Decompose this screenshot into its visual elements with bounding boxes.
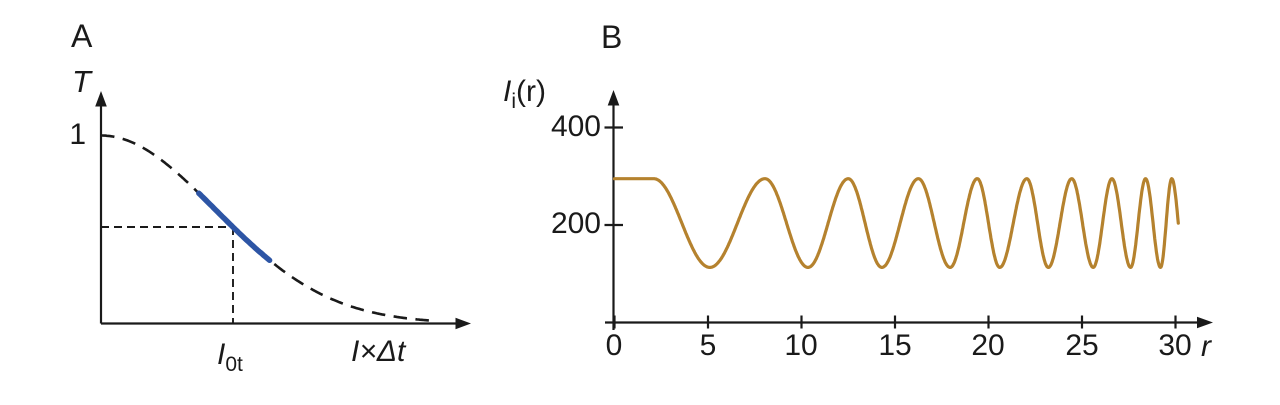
panel-b-x-tick-label-25: 25 bbox=[1065, 329, 1099, 362]
panel-a-x-marker-label: I0t bbox=[217, 338, 243, 376]
panel-b-ticks bbox=[604, 126, 1177, 329]
panel-b-axes bbox=[604, 90, 1213, 330]
panel-b-y-label-subscript: i bbox=[511, 90, 517, 113]
panel-a-x-marker-base: I bbox=[217, 338, 226, 371]
panel-a-y-axis-label: T bbox=[72, 64, 91, 99]
panel-b-x-tick-label-5: 5 bbox=[699, 329, 717, 362]
panel-b-x-axis-label: r bbox=[1201, 330, 1211, 363]
panel-a-guides bbox=[101, 226, 234, 324]
panel-b-intensity-curve bbox=[612, 177, 1180, 269]
panel-a-x-axis-label: I×Δt bbox=[351, 335, 406, 368]
panel-b-y-label-base: I bbox=[503, 75, 512, 108]
panel-a-highlight-segment bbox=[196, 190, 273, 264]
panel-b-x-arrow-icon bbox=[1197, 316, 1213, 329]
panel-b-x-tick-label-15: 15 bbox=[878, 329, 912, 362]
panel-b-y-label-rest: (r) bbox=[516, 75, 546, 108]
panel-a-label: A bbox=[71, 18, 93, 54]
panel-a-y-tick-label: 1 bbox=[69, 118, 86, 151]
panel-b-x-tick-label-0: 0 bbox=[605, 329, 623, 362]
panel-a-x-marker-subscript: 0t bbox=[225, 353, 243, 376]
panel-b-y-arrow-icon bbox=[607, 90, 620, 106]
panel-b-x-tick-label-10: 10 bbox=[784, 329, 818, 362]
panel-a-y-arrow-icon bbox=[95, 91, 107, 107]
panel-b-y-tick-label-200: 200 bbox=[550, 207, 601, 240]
panel-a-axes bbox=[95, 91, 471, 330]
panel-b-x-tick-label-30: 30 bbox=[1158, 329, 1192, 362]
panel-b-x-tick-label-20: 20 bbox=[971, 329, 1005, 362]
panel-b-y-tick-label-400: 400 bbox=[550, 110, 601, 143]
panel-a-transmission-curve bbox=[101, 134, 434, 323]
panel-b-y-axis-label: Ii(r) bbox=[503, 75, 546, 113]
panel-b-label: B bbox=[601, 19, 623, 55]
panel-a-x-arrow-icon bbox=[455, 317, 471, 330]
